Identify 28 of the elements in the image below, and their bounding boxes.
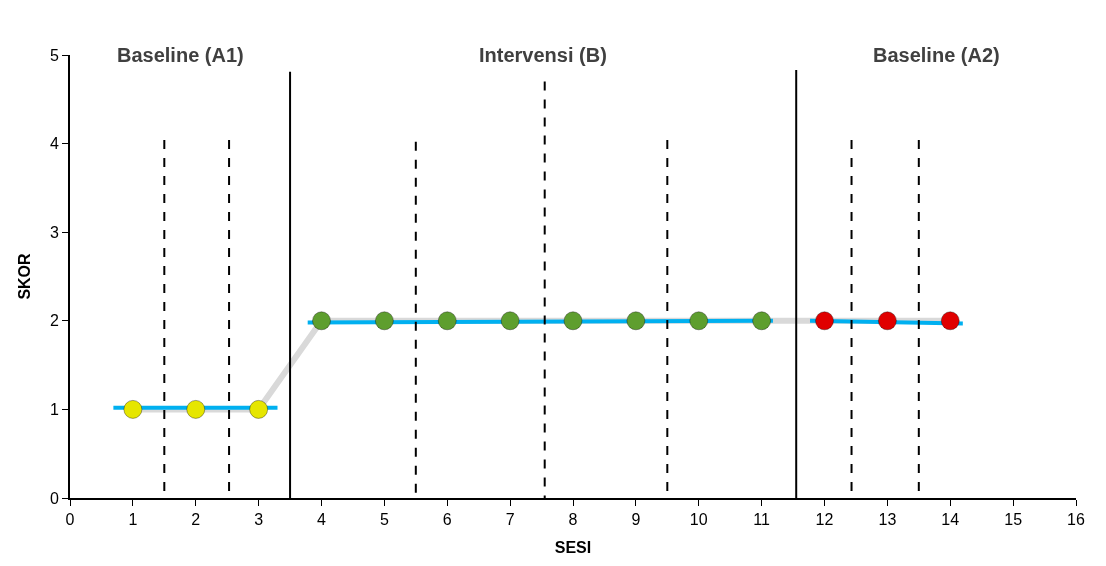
- x-tick-label: 2: [191, 511, 201, 529]
- annotation: Baseline (A1): [117, 44, 244, 66]
- annotation: Intervensi (B): [479, 44, 607, 66]
- y-tick-label: 0: [49, 489, 59, 507]
- y-tick-label: 4: [49, 135, 59, 153]
- annotation: Baseline (A2): [873, 44, 1000, 66]
- x-tick-label: 8: [568, 511, 578, 529]
- x-tick-label: 12: [815, 511, 834, 529]
- x-tick-label: 14: [941, 511, 960, 529]
- y-axis-title: SKOR: [16, 252, 34, 300]
- y-tick-label: 5: [49, 46, 59, 64]
- x-tick-label: 9: [631, 511, 641, 529]
- x-tick-label: 10: [689, 511, 708, 529]
- x-tick-label: 13: [878, 511, 897, 529]
- x-tick-label: 11: [753, 511, 771, 529]
- x-tick-label: 5: [379, 511, 389, 529]
- y-tick-label: 2: [49, 312, 59, 330]
- y-tick-label: 1: [49, 401, 59, 418]
- y-tick-label: 3: [49, 223, 59, 241]
- x-tick-label: 7: [505, 511, 515, 529]
- x-tick-label: 16: [1067, 511, 1085, 529]
- x-tick-label: 3: [254, 511, 264, 529]
- x-tick-label: 4: [317, 511, 327, 529]
- x-axis-title: SESI: [554, 539, 592, 557]
- x-tick-label: 15: [1004, 511, 1023, 529]
- x-tick-label: 1: [128, 511, 138, 529]
- x-tick-label: 6: [442, 511, 452, 529]
- x-tick-label: 0: [65, 511, 75, 529]
